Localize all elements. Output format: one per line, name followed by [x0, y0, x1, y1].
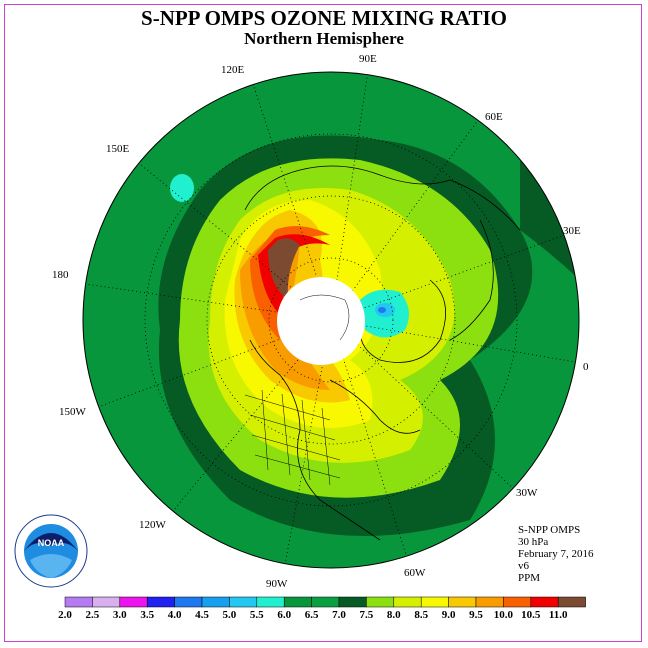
lon-label: 30W — [516, 487, 538, 499]
lon-label: 90E — [359, 53, 377, 65]
lon-label: 60W — [404, 567, 426, 579]
noaa-logo-text: NOAA — [38, 538, 65, 548]
colorbar-label: 10.5 — [521, 609, 541, 621]
map-border — [82, 71, 580, 569]
colorbar-label: 2.5 — [86, 609, 100, 621]
lon-label: 30E — [563, 225, 581, 237]
colorbar-label: 10.0 — [494, 609, 514, 621]
colorbar-swatch — [256, 596, 285, 608]
colorbar-swatch — [311, 596, 340, 608]
colorbar-swatch — [229, 596, 258, 608]
colorbar-swatch — [503, 596, 532, 608]
info-level: 30 hPa — [518, 536, 549, 548]
colorbar-label: 3.0 — [113, 609, 127, 621]
longitude-labels: 90E 120E 60E 150E 30E 180 0 150W 30W 120… — [52, 53, 589, 590]
lon-label: 150W — [59, 406, 87, 418]
colorbar-label: 5.0 — [223, 609, 237, 621]
info-instrument: S-NPP OMPS — [518, 524, 581, 536]
noaa-logo: NOAA — [14, 514, 88, 588]
colorbar-label: 6.5 — [305, 609, 319, 621]
colorbar-label: 7.0 — [332, 609, 346, 621]
colorbar-label: 7.5 — [360, 609, 374, 621]
colorbar-swatch — [92, 596, 121, 608]
colorbar-label: 4.0 — [168, 609, 182, 621]
lon-label: 150E — [106, 143, 130, 155]
colorbar-swatch — [393, 596, 422, 608]
lon-label: 120E — [221, 64, 245, 76]
colorbar-swatch — [174, 596, 203, 608]
colorbar-label: 4.5 — [195, 609, 209, 621]
info-date: February 7, 2016 — [518, 548, 594, 560]
colorbar-swatch — [448, 596, 477, 608]
page-frame — [4, 4, 642, 642]
graticule — [83, 72, 579, 568]
colorbar-label: 8.5 — [414, 609, 428, 621]
colorbar-swatch — [557, 596, 586, 608]
colorbar-label: 11.0 — [549, 609, 568, 621]
colorbar-swatch — [420, 596, 449, 608]
colorbar-swatch — [201, 596, 230, 608]
colorbar-swatch — [64, 596, 93, 608]
info-version: v6 — [518, 560, 529, 572]
map-subtitle: Northern Hemisphere — [244, 29, 404, 48]
colorbar-swatch — [366, 596, 395, 608]
colorbar-swatch — [283, 596, 312, 608]
ozone-field — [83, 72, 579, 568]
lon-label: 180 — [52, 269, 69, 281]
info-units: PPM — [518, 572, 541, 584]
us-state-lines — [244, 389, 341, 486]
colorbar-label: 5.5 — [250, 609, 264, 621]
lon-label: 0 — [583, 361, 589, 373]
lon-label: 60E — [485, 111, 503, 123]
colorbar-label: 2.0 — [58, 609, 72, 621]
colorbar-label: 6.0 — [277, 609, 291, 621]
colorbar-label: 3.5 — [140, 609, 154, 621]
colorbar-swatch — [338, 596, 367, 608]
colorbar-swatch — [475, 596, 504, 608]
coastlines — [244, 165, 521, 541]
colorbar-swatch — [119, 596, 148, 608]
lon-label: 90W — [266, 578, 288, 590]
colorbar-label: 9.0 — [442, 609, 456, 621]
colorbar-swatch — [530, 596, 559, 608]
colorbar-swatch — [146, 596, 175, 608]
lon-label: 120W — [139, 519, 167, 531]
colorbar-label: 9.5 — [469, 609, 483, 621]
map-title: S-NPP OMPS OZONE MIXING RATIO — [141, 6, 507, 30]
colorbar-label: 8.0 — [387, 609, 401, 621]
